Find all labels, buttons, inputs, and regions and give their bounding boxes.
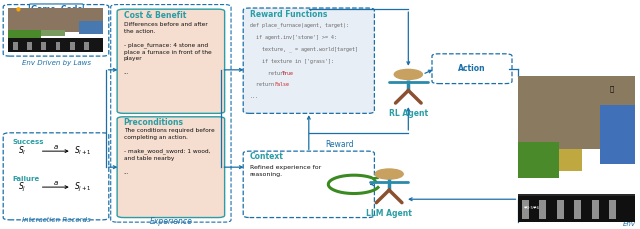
- FancyBboxPatch shape: [243, 151, 374, 218]
- Text: False: False: [274, 82, 289, 87]
- FancyBboxPatch shape: [117, 117, 225, 218]
- Text: $S_{j+1}$: $S_{j+1}$: [74, 180, 92, 194]
- Text: Differences before and after
the action.

- place_furnace: 4 stone and
place a f: Differences before and after the action.…: [124, 22, 211, 75]
- Text: if agent.inv['stone'] >= 4:: if agent.inv['stone'] >= 4:: [250, 35, 337, 40]
- Text: texture, _ = agent.world[target]: texture, _ = agent.world[target]: [250, 47, 358, 52]
- Text: return: return: [250, 71, 289, 76]
- Text: Cost & Benefit: Cost & Benefit: [124, 11, 186, 20]
- Text: Game  Code: Game Code: [31, 5, 82, 14]
- Text: Success: Success: [13, 139, 44, 144]
- Text: Failure: Failure: [13, 176, 40, 182]
- FancyBboxPatch shape: [3, 5, 109, 56]
- Text: Action: Action: [458, 63, 486, 73]
- Text: def place_furnace(agent, target):: def place_furnace(agent, target):: [250, 23, 349, 28]
- Text: Preconditions: Preconditions: [124, 118, 184, 127]
- Text: $a$: $a$: [52, 144, 59, 151]
- Text: Reward Functions: Reward Functions: [250, 10, 327, 19]
- Text: Experience: Experience: [150, 217, 192, 226]
- Text: $S_j$: $S_j$: [18, 180, 27, 194]
- Text: Env: Env: [623, 221, 636, 227]
- Text: Context: Context: [250, 152, 284, 161]
- FancyBboxPatch shape: [243, 8, 374, 113]
- Text: RL Agent: RL Agent: [388, 109, 428, 118]
- FancyBboxPatch shape: [432, 54, 512, 84]
- Text: if texture in ['grass']:: if texture in ['grass']:: [250, 59, 333, 64]
- Text: return: return: [250, 82, 276, 87]
- Text: Refined experience for
reasoning.: Refined experience for reasoning.: [250, 165, 321, 177]
- Text: $S_l$: $S_l$: [19, 145, 26, 157]
- Text: LLM Agent: LLM Agent: [366, 209, 412, 218]
- Text: The conditions required before
completing an action.

- make_wood_sword: 1 wood,: The conditions required before completin…: [124, 128, 214, 175]
- FancyBboxPatch shape: [111, 5, 231, 222]
- Text: $S_{l+1}$: $S_{l+1}$: [74, 145, 92, 157]
- Text: Env Driven by Laws: Env Driven by Laws: [22, 60, 91, 65]
- Text: $a$: $a$: [52, 180, 59, 187]
- Text: Interaction Records: Interaction Records: [22, 217, 91, 223]
- Circle shape: [394, 69, 422, 79]
- FancyBboxPatch shape: [117, 9, 225, 113]
- Text: Reward: Reward: [325, 140, 353, 149]
- Circle shape: [375, 169, 403, 179]
- Text: True: True: [282, 71, 294, 76]
- FancyBboxPatch shape: [3, 133, 109, 220]
- Text: ...: ...: [250, 94, 259, 99]
